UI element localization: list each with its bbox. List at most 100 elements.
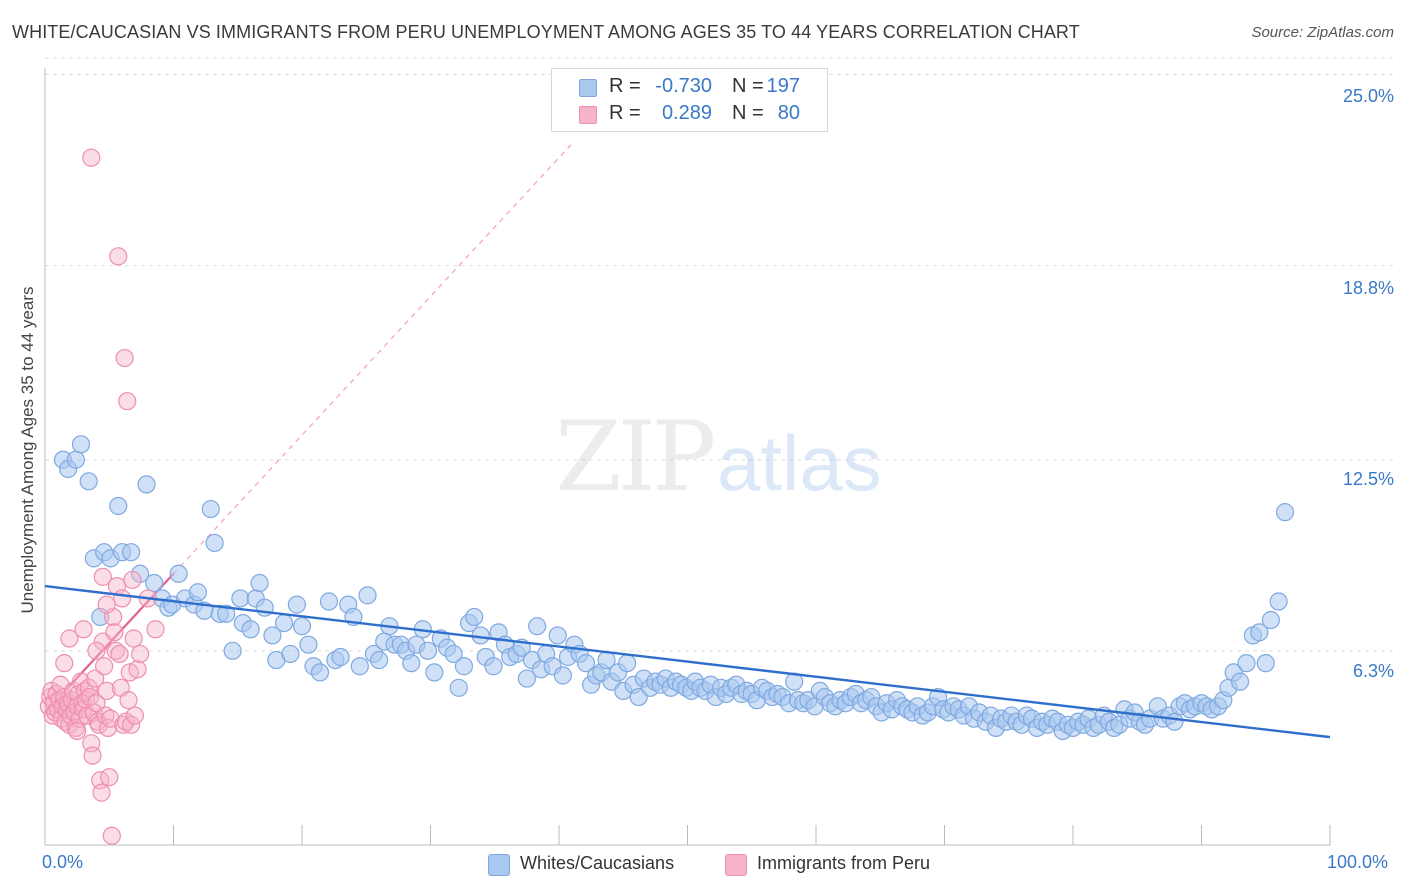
peru-point <box>112 589 132 608</box>
series-legend: Whites/Caucasians Immigrants from Peru <box>0 852 1406 878</box>
whites-point <box>71 435 91 454</box>
y-tick-label: 12.5% <box>1342 469 1394 489</box>
legend-r-label: R = <box>609 102 641 124</box>
whites-point <box>1269 592 1288 611</box>
whites-point <box>553 666 572 685</box>
whites-point <box>231 589 250 608</box>
legend-swatch-blue <box>579 79 597 97</box>
whites-point <box>250 573 269 593</box>
whites-point <box>618 654 637 673</box>
whites-point <box>454 657 474 676</box>
whites-point <box>292 617 312 636</box>
pink-points-group <box>39 148 165 845</box>
watermark-atlas: atlas <box>717 419 882 507</box>
whites-point <box>449 678 468 697</box>
legend-swatch-pink <box>579 106 597 124</box>
legend-n-label: N = <box>732 75 764 97</box>
whites-point <box>358 586 377 605</box>
whites-point <box>484 657 503 676</box>
x-tick-label-max: 100.0% <box>1327 852 1389 872</box>
whites-point <box>1165 712 1184 731</box>
whites-point <box>299 635 318 654</box>
peru-point <box>100 768 119 787</box>
peru-point <box>95 657 114 676</box>
whites-point <box>331 647 350 667</box>
watermark: ZIP atlas <box>555 401 882 513</box>
peru-point <box>86 669 105 688</box>
peru-point <box>146 620 165 639</box>
whites-point <box>145 573 164 593</box>
peru-point <box>55 654 74 673</box>
whites-point <box>263 626 282 645</box>
legend-row-whites: R = -0.730 N = 197 <box>552 75 827 101</box>
whites-point <box>66 450 85 469</box>
peru-point <box>116 712 136 731</box>
peru-point <box>119 691 138 710</box>
whites-point <box>444 644 463 664</box>
y-tick-label: 25.0% <box>1342 86 1394 106</box>
whites-point <box>281 644 300 664</box>
whites-point <box>188 583 208 602</box>
whites-point <box>1275 503 1295 522</box>
peru-point <box>87 641 106 660</box>
peru-point <box>60 629 79 648</box>
y-tick-label: 6.3% <box>1352 661 1394 681</box>
whites-point <box>121 543 141 562</box>
whites-point <box>1250 623 1269 642</box>
peru-point <box>128 660 147 679</box>
whites-point <box>528 617 547 636</box>
whites-point <box>576 654 596 673</box>
whites-point <box>274 613 294 633</box>
blue-trend-group <box>44 584 1331 739</box>
whites-point <box>169 564 188 583</box>
whites-point <box>241 620 260 639</box>
legend-swatch-pink <box>725 854 747 876</box>
legend-r-label: R = <box>609 75 641 97</box>
chart-title: WHITE/CAUCASIAN VS IMMIGRANTS FROM PERU … <box>12 22 1080 42</box>
peru-point <box>118 392 137 411</box>
peru-point <box>83 746 102 765</box>
peru-point <box>79 678 98 697</box>
peru-point <box>97 681 116 700</box>
whites-point <box>205 533 224 553</box>
legend-label-whites: Whites/Caucasians <box>520 853 675 873</box>
whites-point <box>287 595 306 614</box>
whites-point <box>1230 672 1250 691</box>
peru-point <box>124 629 143 648</box>
peru-point <box>97 595 116 614</box>
legend-r-value: 0.289 <box>661 102 712 124</box>
whites-point <box>1237 654 1256 673</box>
y-axis-label: Unemployment Among Ages 35 to 44 years <box>18 286 37 614</box>
whites-point <box>201 499 220 519</box>
whites-point <box>109 496 128 516</box>
correlation-legend: R = -0.730 N = 197 R = 0.289 N = 80 <box>551 68 828 132</box>
peru-point <box>123 570 142 590</box>
x-tick-label-min: 0.0% <box>42 852 84 872</box>
peru-point <box>66 718 85 737</box>
legend-label-peru: Immigrants from Peru <box>757 853 931 873</box>
whites-point <box>1256 654 1275 673</box>
whites-point <box>137 475 156 494</box>
legend-swatch-blue <box>488 854 510 876</box>
peru-point <box>121 715 141 734</box>
peru-point <box>92 783 111 802</box>
whites-point <box>310 663 330 682</box>
peru-point <box>109 247 128 266</box>
axes <box>44 68 1331 846</box>
whites-point <box>402 654 421 673</box>
legend-n-value: 80 <box>777 102 800 124</box>
legend-n-value: 197 <box>766 75 800 97</box>
peru-point <box>105 623 124 642</box>
peru-point <box>115 348 134 368</box>
whites-point <box>548 626 567 645</box>
legend-r-value: -0.730 <box>655 75 712 97</box>
peru-point <box>74 620 93 639</box>
watermark-zip: ZIP <box>555 401 714 513</box>
source-label: Source: ZipAtlas.com <box>1251 24 1394 41</box>
whites-point <box>223 641 242 660</box>
peru-point <box>110 644 129 664</box>
peru-point <box>125 706 145 725</box>
peru-point <box>82 148 101 167</box>
y-axis-label-wrap: Unemployment Among Ages 35 to 44 years <box>8 60 48 840</box>
